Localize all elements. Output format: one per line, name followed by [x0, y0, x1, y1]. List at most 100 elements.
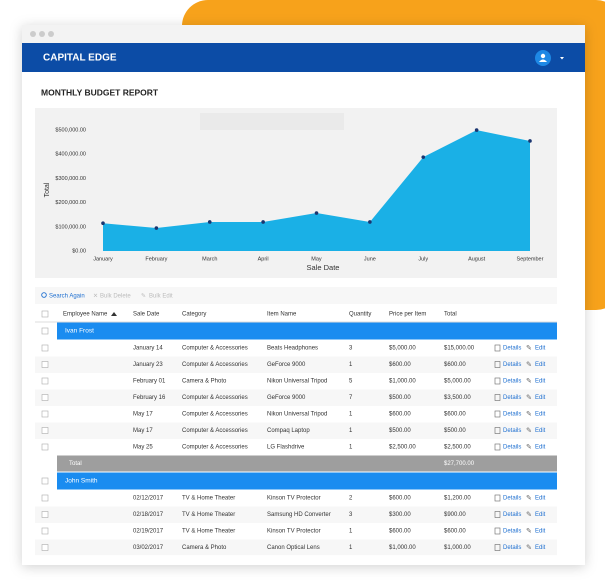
point [101, 221, 105, 225]
cell: $500.00 [389, 428, 411, 434]
point [154, 226, 159, 230]
edit-link[interactable]: Edit [535, 496, 546, 502]
group-row [57, 322, 557, 340]
caret[interactable] [560, 57, 564, 60]
checkbox[interactable] [41, 377, 49, 385]
checkbox[interactable] [41, 477, 49, 485]
fade [22, 555, 585, 565]
details-link[interactable]: Details [503, 529, 521, 535]
y-tick-label: $300,000.00 [55, 176, 86, 182]
cell: January 14 [133, 346, 163, 352]
checkbox[interactable] [41, 511, 49, 518]
details-link[interactable]: Details [503, 512, 521, 518]
cell: 02/18/2017 [133, 512, 164, 518]
edit-link[interactable]: Edit [535, 512, 546, 518]
cell: Camera & Photo [182, 545, 227, 551]
checkbox[interactable] [41, 494, 49, 502]
chart-title-box [200, 113, 344, 130]
cell: $500.00 [389, 395, 411, 401]
details-link[interactable]: Details [503, 346, 521, 352]
column-header: Sale Date [133, 312, 160, 318]
x-tick-label: March [202, 256, 217, 262]
edit-link[interactable]: Edit [535, 545, 546, 551]
bulk-edit[interactable]: Bulk Edit [149, 294, 173, 300]
edit-link[interactable]: Edit [535, 395, 546, 401]
details-link[interactable]: Details [503, 428, 521, 434]
cell: Computer & Accessories [182, 428, 248, 434]
details-link[interactable]: Details [503, 379, 521, 385]
cell: 1 [349, 529, 353, 535]
edit-icon: ✎ [526, 427, 532, 434]
cell: Computer & Accessories [182, 412, 248, 418]
details-link[interactable]: Details [503, 362, 521, 368]
dot [48, 31, 54, 37]
search-again[interactable]: Search Again [49, 294, 85, 300]
x-tick-label: September [517, 256, 544, 262]
details-link[interactable]: Details [503, 412, 521, 418]
table-header [35, 305, 557, 322]
edit-icon: ✎ [526, 394, 532, 401]
cell: TV & Home Theater [182, 496, 235, 502]
checkbox[interactable] [41, 443, 49, 451]
x-tick-label: May [311, 256, 322, 262]
checkbox[interactable] [41, 327, 49, 335]
cell: $1,000.00 [389, 545, 416, 551]
total-label: Total [69, 461, 82, 467]
cell: 3 [349, 512, 353, 518]
dot [30, 31, 36, 37]
checkbox[interactable] [41, 427, 49, 434]
edit-icon: ✎ [526, 511, 532, 518]
edit-link[interactable]: Edit [535, 428, 546, 434]
edit-link[interactable]: Edit [535, 412, 546, 418]
cell: Canon Optical Lens [267, 545, 320, 551]
details-link[interactable]: Details [503, 445, 521, 451]
point [261, 220, 265, 224]
cell: $300.00 [389, 512, 411, 518]
column-header: Quantity [349, 312, 371, 318]
column-header[interactable]: Employee Name [63, 312, 108, 318]
cell: GeForce 9000 [267, 395, 306, 401]
details-link[interactable]: Details [503, 496, 521, 502]
cell: $500.00 [444, 428, 466, 434]
area [103, 130, 530, 251]
cell: Camera & Photo [182, 379, 227, 385]
edit-link[interactable]: Edit [535, 445, 546, 451]
details-link[interactable]: Details [503, 545, 521, 551]
checkbox[interactable] [41, 344, 49, 352]
cell: $5,000.00 [444, 379, 471, 385]
edit-link[interactable]: Edit [535, 362, 546, 368]
y-axis-title: Total [44, 182, 51, 197]
report-title: MONTHLY BUDGET REPORT [41, 87, 159, 97]
bulk-delete[interactable]: Bulk Delete [100, 294, 131, 300]
column-header: Price per Item [389, 312, 426, 318]
cell: Compaq Laptop [267, 428, 310, 434]
checkbox[interactable] [41, 310, 49, 318]
y-tick-label: $100,000.00 [55, 224, 86, 230]
details-icon [494, 544, 501, 551]
checkbox[interactable] [41, 527, 49, 535]
cell: 2 [349, 496, 353, 502]
x-axis-title: Sale Date [307, 263, 340, 272]
details-link[interactable]: Details [503, 395, 521, 401]
row-bg [35, 356, 557, 373]
cell: May 25 [133, 445, 153, 451]
cell: 5 [349, 379, 353, 385]
checkbox[interactable] [41, 410, 49, 418]
chart: $0.00 $100,000.00 $200,000.00 $300,000.00 $4… [55, 128, 543, 263]
edit-icon: ✎ [526, 528, 532, 535]
checkbox[interactable] [41, 394, 49, 401]
toolbar [35, 287, 557, 304]
details-icon [494, 443, 501, 451]
edit-link[interactable]: Edit [535, 529, 546, 535]
checkbox[interactable] [41, 544, 49, 551]
edit-link[interactable]: Edit [535, 379, 546, 385]
cell: $600.00 [389, 362, 411, 368]
group-name: John Smith [65, 478, 98, 485]
checkbox[interactable] [41, 361, 49, 368]
y-tick-label: $400,000.00 [55, 152, 86, 158]
cell: $1,000.00 [444, 545, 471, 551]
row-bg [35, 506, 557, 523]
edit-link[interactable]: Edit [535, 346, 546, 352]
cell: $2,500.00 [389, 445, 416, 451]
